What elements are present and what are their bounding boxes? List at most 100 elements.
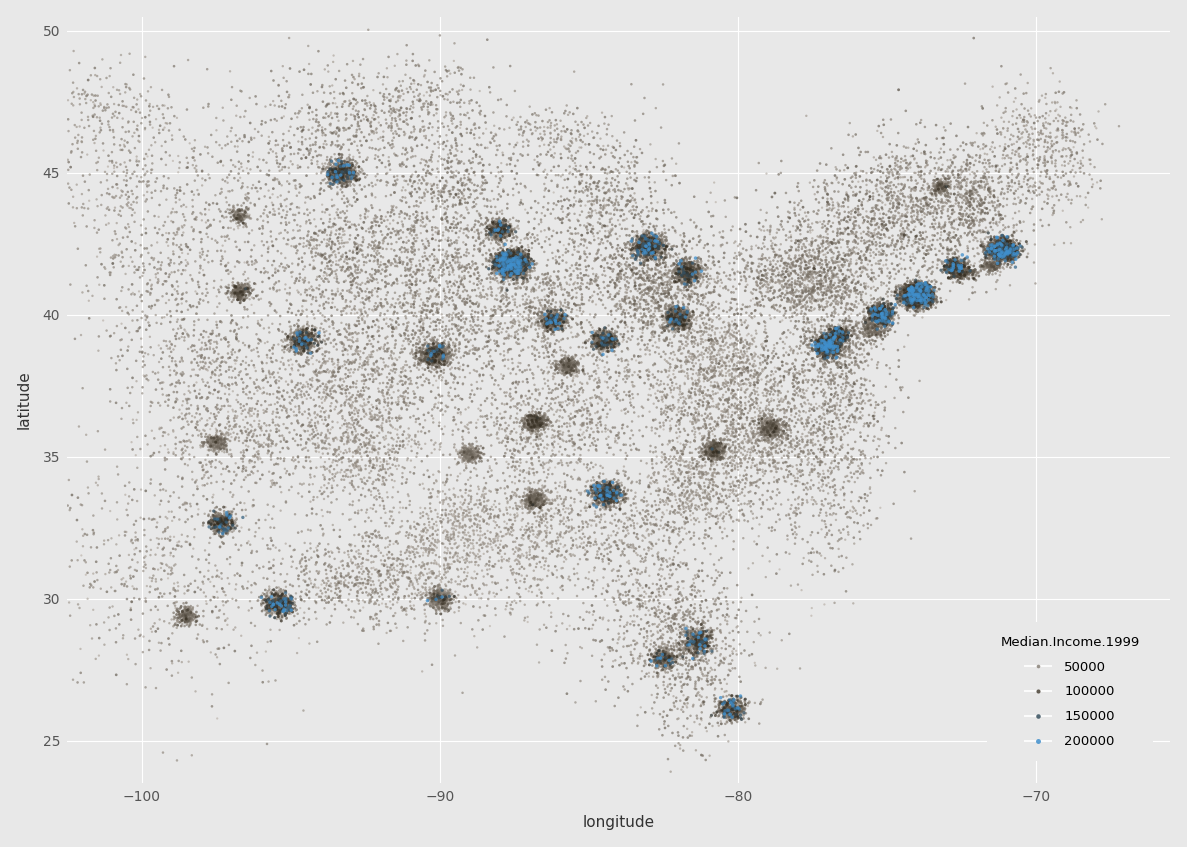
- Point: [501, 493, 520, 507]
- Point: [806, 343, 825, 357]
- Point: [300, 478, 319, 491]
- Point: [766, 419, 785, 433]
- Point: [332, 174, 351, 187]
- Point: [909, 292, 928, 306]
- Point: [658, 655, 677, 668]
- Point: [198, 141, 217, 154]
- Point: [961, 265, 980, 279]
- Point: [499, 255, 518, 268]
- Point: [294, 424, 313, 437]
- Point: [725, 700, 744, 714]
- Point: [707, 415, 726, 429]
- Point: [481, 462, 500, 475]
- Point: [855, 417, 874, 430]
- Point: [507, 368, 526, 381]
- Point: [553, 181, 572, 195]
- Point: [624, 540, 643, 553]
- Point: [592, 587, 611, 601]
- Point: [376, 432, 395, 446]
- Point: [705, 452, 724, 466]
- Point: [596, 335, 615, 348]
- Point: [275, 160, 294, 174]
- Point: [945, 262, 964, 275]
- Point: [865, 309, 884, 323]
- Point: [426, 352, 445, 365]
- Point: [523, 551, 542, 565]
- Point: [890, 285, 909, 298]
- Point: [684, 265, 703, 279]
- Point: [616, 321, 635, 335]
- Point: [249, 125, 268, 139]
- Point: [312, 413, 331, 427]
- Point: [693, 437, 712, 451]
- Point: [683, 637, 702, 650]
- Point: [754, 280, 773, 293]
- Point: [694, 312, 713, 325]
- Point: [526, 411, 545, 424]
- Point: [375, 141, 394, 154]
- Point: [668, 319, 687, 333]
- Point: [779, 396, 798, 410]
- Point: [510, 259, 529, 273]
- Point: [788, 491, 807, 505]
- Point: [199, 548, 218, 562]
- Point: [589, 330, 608, 344]
- Point: [599, 490, 618, 503]
- Point: [685, 645, 704, 658]
- Point: [489, 246, 508, 260]
- Point: [653, 631, 672, 645]
- Point: [437, 245, 456, 258]
- Point: [888, 167, 907, 180]
- Point: [1003, 143, 1022, 157]
- Point: [594, 331, 612, 345]
- Point: [979, 182, 998, 196]
- Point: [673, 286, 692, 300]
- Point: [551, 527, 570, 540]
- Point: [717, 705, 736, 718]
- Point: [437, 590, 456, 603]
- Point: [914, 286, 933, 300]
- Point: [438, 325, 457, 339]
- Point: [299, 329, 318, 342]
- Point: [705, 434, 724, 447]
- Point: [438, 249, 457, 263]
- Point: [703, 445, 722, 458]
- Point: [272, 601, 291, 615]
- Point: [814, 273, 833, 286]
- Point: [705, 595, 724, 608]
- Point: [509, 241, 528, 255]
- Point: [636, 235, 655, 248]
- Point: [915, 255, 934, 268]
- Point: [732, 356, 751, 369]
- Point: [941, 257, 960, 270]
- Point: [421, 337, 440, 351]
- Point: [744, 440, 763, 453]
- Point: [508, 265, 527, 279]
- Point: [624, 634, 643, 647]
- Point: [293, 324, 312, 337]
- Point: [834, 319, 853, 333]
- Point: [693, 639, 712, 652]
- Point: [874, 306, 893, 319]
- Point: [736, 313, 755, 327]
- Point: [904, 295, 923, 308]
- Point: [142, 251, 161, 264]
- Point: [185, 134, 204, 147]
- Point: [544, 317, 563, 330]
- Point: [975, 126, 994, 140]
- Point: [503, 253, 522, 267]
- Point: [189, 350, 208, 363]
- Point: [910, 285, 929, 298]
- Point: [804, 509, 823, 523]
- Point: [545, 308, 564, 322]
- Point: [557, 358, 576, 372]
- Point: [228, 285, 247, 298]
- Point: [382, 226, 401, 240]
- Point: [595, 337, 614, 351]
- Point: [550, 312, 569, 325]
- Point: [855, 213, 874, 227]
- Point: [704, 442, 723, 456]
- Point: [541, 484, 560, 498]
- Point: [722, 328, 741, 341]
- Point: [344, 433, 363, 446]
